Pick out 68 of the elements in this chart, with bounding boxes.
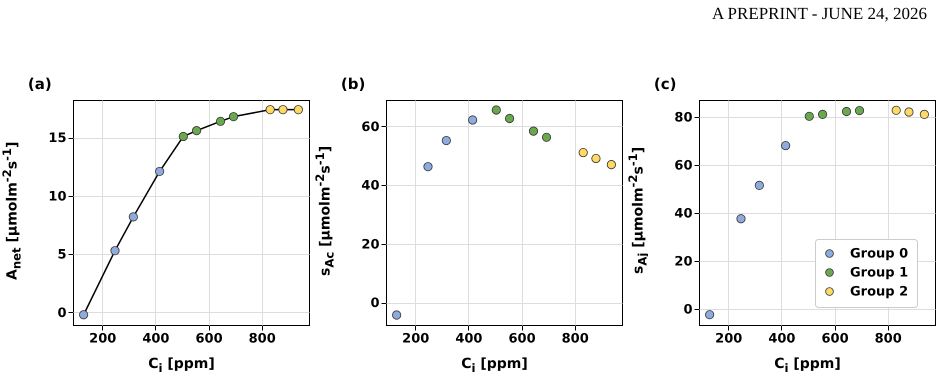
x-tick-label: 600	[821, 332, 849, 346]
point	[736, 214, 746, 224]
y-tick-label: 80	[674, 110, 692, 126]
y-tick-label: 60	[361, 120, 380, 135]
point	[591, 154, 601, 164]
point	[79, 310, 88, 320]
y-tick-label: 40	[361, 178, 380, 194]
y-tick-label: 0	[683, 302, 692, 318]
point	[754, 180, 764, 190]
y-tick-label: 15	[48, 131, 66, 146]
x-tick-label: 600	[508, 332, 536, 346]
x-tick-label: 400	[455, 332, 482, 346]
point	[606, 160, 616, 170]
point	[705, 310, 714, 320]
x-axis-title: C$_{i}$ [ppm]	[773, 356, 842, 375]
y-tick-label: 0	[370, 296, 380, 312]
point	[423, 162, 433, 172]
y-tick-label: 20	[674, 254, 692, 270]
point	[542, 132, 552, 142]
point	[192, 126, 202, 136]
point	[804, 112, 814, 121]
point	[216, 116, 226, 126]
point	[128, 212, 138, 222]
x-axis-title: C$_{i}$ [ppm]	[147, 356, 216, 375]
point	[578, 148, 588, 158]
point	[155, 166, 164, 176]
point	[904, 107, 914, 117]
point	[228, 112, 238, 122]
x-tick-label: 800	[248, 332, 276, 346]
legend-label: Group 2	[850, 284, 908, 300]
x-tick-label: 800	[562, 332, 589, 346]
chart-title: (b)	[340, 75, 366, 93]
y-tick-label: 0	[57, 306, 66, 321]
x-axis-title: C$_{i}$ [ppm]	[460, 356, 529, 375]
point	[781, 141, 790, 150]
x-tick-label: 400	[142, 332, 170, 346]
point	[294, 105, 303, 114]
point	[392, 310, 402, 320]
point	[492, 105, 501, 115]
point	[278, 105, 288, 114]
point	[528, 126, 538, 136]
x-tick-label: 400	[768, 332, 796, 346]
y-tick-label: 20	[361, 237, 380, 252]
point	[842, 106, 852, 116]
point	[468, 115, 478, 125]
x-tick-label: 800	[874, 332, 902, 346]
x-tick-label: 200	[715, 332, 742, 346]
x-tick-label: 200	[89, 332, 116, 346]
point	[505, 114, 514, 124]
y-tick-label: 40	[674, 206, 692, 222]
point	[178, 132, 188, 142]
legend-label: Group 0	[850, 246, 908, 262]
point	[892, 106, 901, 115]
x-tick-label: 600	[195, 332, 223, 346]
y-tick-label: 5	[57, 248, 66, 263]
chart-title: (c)	[654, 75, 677, 93]
point	[266, 105, 275, 114]
text: A PREPRINT - JUNE 24, 2026	[712, 4, 927, 24]
y-tick-label: 60	[674, 158, 692, 174]
point	[110, 246, 120, 256]
point	[920, 110, 929, 119]
legend-label: Group 1	[850, 266, 908, 280]
point	[854, 106, 864, 116]
chart-title: (a)	[28, 75, 52, 93]
point	[818, 110, 828, 119]
x-tick-label: 200	[402, 332, 430, 346]
point	[442, 136, 451, 146]
y-tick-label: 10	[48, 189, 66, 204]
